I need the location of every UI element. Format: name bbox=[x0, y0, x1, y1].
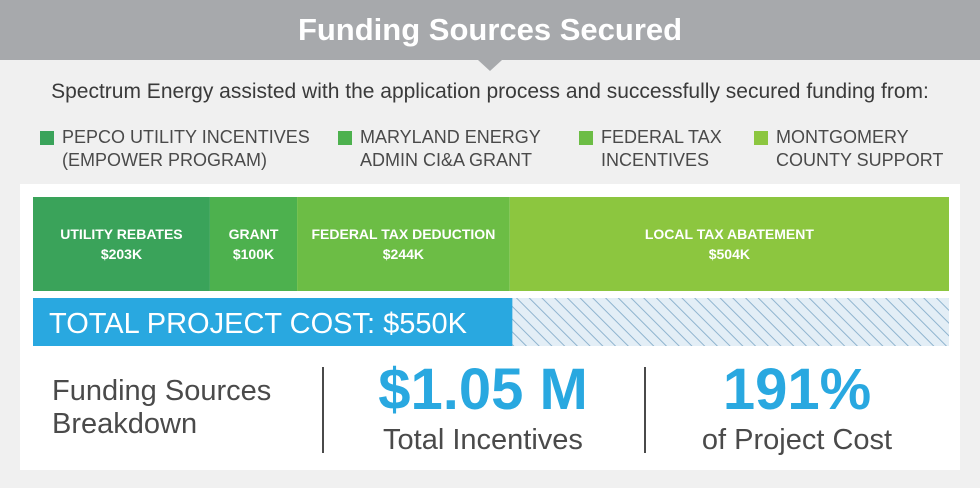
legend-label: MARYLAND ENERGY ADMIN CI&A GRANT bbox=[360, 127, 541, 170]
total-incentives-label: Total Incentives bbox=[383, 424, 583, 456]
segment-value-label: $244K bbox=[383, 246, 424, 262]
funding-segment-2 bbox=[209, 197, 298, 291]
segment-value-label: $504K bbox=[709, 246, 750, 262]
legend-swatch bbox=[579, 131, 593, 145]
legend-label: FEDERAL TAX INCENTIVES bbox=[601, 127, 722, 170]
segment-name-label: GRANT bbox=[229, 226, 279, 242]
legend-swatch bbox=[338, 131, 352, 145]
divider bbox=[644, 367, 646, 453]
funding-segment-4 bbox=[509, 197, 949, 291]
segment-name-label: LOCAL TAX ABATEMENT bbox=[645, 226, 814, 242]
legend-swatch bbox=[754, 131, 768, 145]
segment-name-label: FEDERAL TAX DEDUCTION bbox=[311, 226, 495, 242]
legend-swatch bbox=[40, 131, 54, 145]
funding-bar-chart: UTILITY REBATES $203K GRANT $100K FEDERAL TA… bbox=[33, 197, 949, 346]
breakdown-label: Funding Sources Breakdown bbox=[52, 375, 272, 440]
total-incentives-value: $1.05 M bbox=[378, 357, 588, 422]
funding-segment-3 bbox=[297, 197, 510, 291]
header-banner bbox=[0, 0, 980, 60]
project-cost-percent-value: 191% bbox=[722, 357, 872, 422]
subtitle: Spectrum Energy assisted with the applic… bbox=[51, 80, 929, 103]
banner-pointer bbox=[478, 60, 502, 71]
page-title: Funding Sources Secured bbox=[297, 12, 683, 47]
total-project-cost-bar bbox=[33, 298, 513, 346]
segment-value-label: $100K bbox=[233, 246, 274, 262]
segment-value-label: $203K bbox=[101, 246, 142, 262]
legend-label: MONTGOMERY COUNTY SUPPORT bbox=[776, 127, 944, 170]
segment-name-label: UTILITY REBATES bbox=[60, 226, 182, 242]
summary-section: Funding Sources Breakdown $1.05 M Total … bbox=[20, 355, 960, 470]
project-cost-percent-label: of Project Cost bbox=[701, 424, 893, 456]
total-project-cost-label: TOTAL PROJECT COST: $550K bbox=[49, 308, 468, 340]
funding-segment-1 bbox=[33, 197, 210, 291]
legend-label: PEPCO UTILITY INCENTIVES (EMPOWER PROGRA… bbox=[62, 127, 310, 170]
divider bbox=[322, 367, 324, 453]
